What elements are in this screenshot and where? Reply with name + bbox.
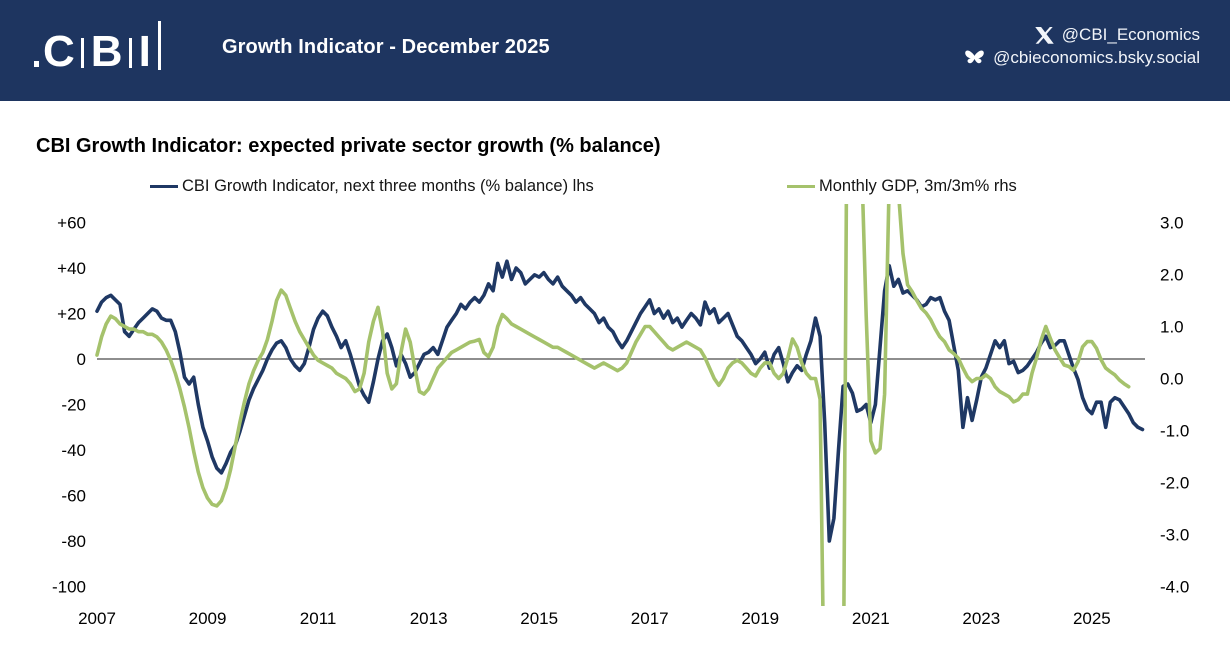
tick-label: -1.0 [1160,422,1189,441]
tick-label: -3.0 [1160,526,1189,545]
tick-label: +40 [57,259,86,278]
cbi-growth-indicator-line [95,259,1145,543]
logo-divider-bar [80,38,84,68]
tick-label: -40 [61,441,86,460]
tick-label: 2.0 [1160,266,1184,285]
tick-label: 2025 [1073,609,1111,628]
legend-label-cbi: CBI Growth Indicator, next three months … [182,177,594,195]
left-axis-tick-labels: +60 +40 +20 0 -20 -40 -60 -80 -100 [52,214,86,597]
x-axis-tick-labels: 2007 2009 2011 2013 2015 2017 2019 2021 2023 2025 [78,609,1111,628]
tick-label: 2021 [852,609,890,628]
logo-dot [34,61,39,67]
logo-letter-i: I [138,27,151,76]
tick-label: 2019 [741,609,779,628]
logo-letter-c: C [43,27,75,76]
header-banner: C B I Growth Indicator - December 2025 @… [0,0,1230,101]
tick-label: -80 [61,532,86,551]
legend-label-gdp: Monthly GDP, 3m/3m% rhs [819,177,1017,195]
tick-label: 0.0 [1160,370,1184,389]
twitter-handle: @CBI_Economics [1061,25,1200,44]
legend-swatch-cbi-line [150,184,178,189]
logo-end-bar [157,21,161,70]
tick-label: 2015 [520,609,558,628]
chart-title: CBI Growth Indicator: expected private s… [36,135,661,157]
legend-item-gdp: Monthly GDP, 3m/3m% rhs [787,177,1017,196]
logo-divider-bar [128,38,132,68]
right-axis-tick-labels: 3.0 2.0 1.0 0.0 -1.0 -2.0 -3.0 -4.0 [1160,214,1189,597]
tick-label: +60 [57,214,86,233]
tick-label: 2011 [300,609,337,628]
tick-label: 0 [77,350,86,369]
series-group [95,204,1145,606]
tick-label: 2007 [78,609,116,628]
x-twitter-icon [1035,26,1054,44]
report-title: Growth Indicator - December 2025 [222,36,550,58]
tick-label: 2013 [410,609,448,628]
tick-label: 2017 [631,609,669,628]
bluesky-handle: @cbieconomics.bsky.social [993,48,1200,67]
tick-label: -2.0 [1160,474,1189,493]
tick-label: -60 [61,487,86,506]
bluesky-handle-row: @cbieconomics.bsky.social [964,48,1200,68]
tick-label: +20 [57,305,86,324]
cbi-logo: C B I [34,21,168,76]
tick-label: -100 [52,578,86,597]
legend-item-cbi: CBI Growth Indicator, next three months … [150,177,594,196]
tick-label: 3.0 [1160,214,1184,233]
tick-label: -4.0 [1160,578,1189,597]
logo-letter-b: B [90,27,123,76]
legend-swatch-gdp-line [787,184,815,189]
twitter-handle-row: @CBI_Economics [1035,25,1200,45]
bluesky-butterfly-icon [965,50,984,64]
tick-label: 2023 [962,609,1000,628]
social-handles: @CBI_Economics @cbieconomics.bsky.social [964,25,1200,68]
tick-label: 2009 [189,609,227,628]
monthly-gdp-line [95,204,1131,606]
tick-label: 1.0 [1160,318,1184,337]
tick-label: -20 [61,396,86,415]
